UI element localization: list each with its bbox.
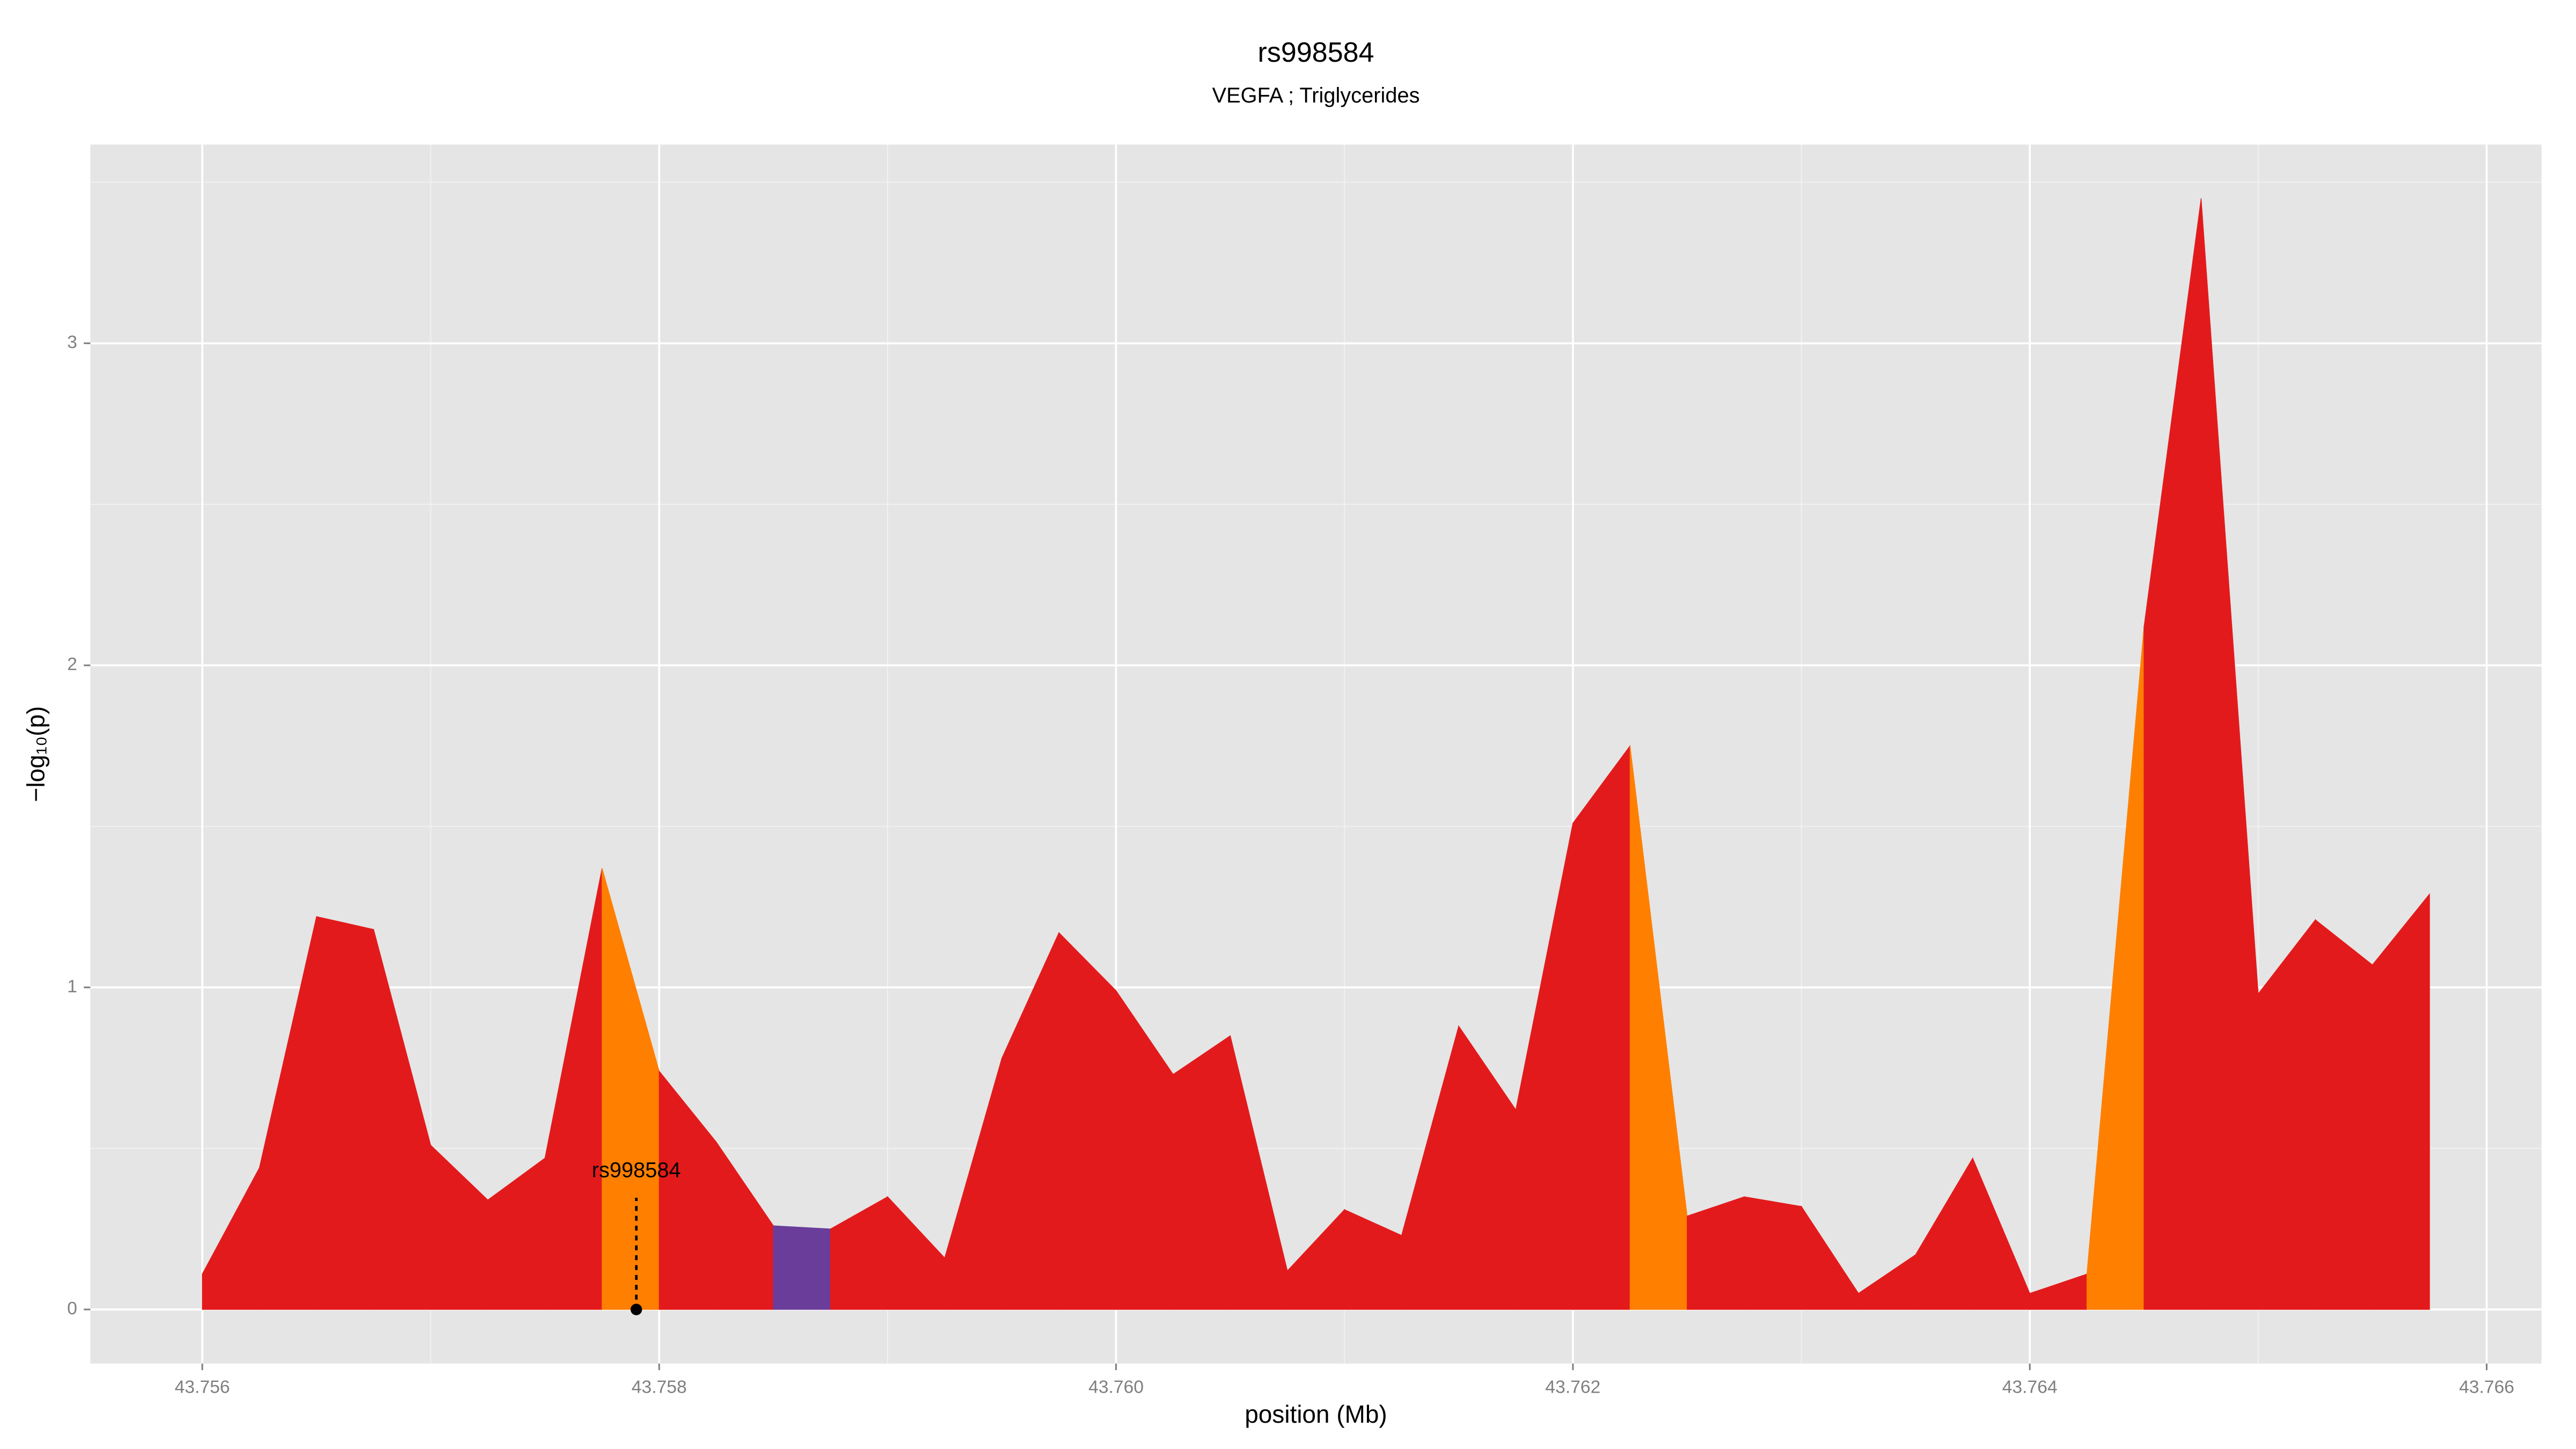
area-segment	[316, 916, 374, 1310]
x-tick-label: 43.758	[632, 1378, 687, 1397]
area-segment	[1173, 1035, 1231, 1310]
chart-title: rs998584	[1258, 37, 1374, 68]
annotation-point	[630, 1304, 642, 1315]
area-segment	[2315, 919, 2373, 1310]
annotation-label: rs998584	[592, 1158, 681, 1182]
axes: 43.756 43.758 43.760 43.762 43.764 43.766 0 1 2 3	[67, 333, 2514, 1397]
x-tick-label: 43.756	[174, 1378, 230, 1397]
area-segment	[1744, 1196, 1802, 1310]
y-tick-label: 2	[67, 655, 77, 675]
x-tick-label: 43.764	[2002, 1378, 2058, 1397]
x-tick-label: 43.766	[2459, 1378, 2514, 1397]
chart-subtitle: VEGFA ; Triglycerides	[1212, 84, 1420, 107]
y-tick-label: 1	[67, 977, 77, 997]
y-tick-label: 3	[67, 333, 77, 353]
y-axis-label: −log₁₀(p)	[22, 706, 50, 802]
area-segment	[2372, 893, 2430, 1310]
area-marks: rs998584	[202, 198, 2430, 1315]
x-axis-label: position (Mb)	[1245, 1400, 1387, 1428]
area-segment	[1058, 932, 1117, 1310]
x-tick-label: 43.762	[1545, 1378, 1600, 1397]
area-segment	[1572, 744, 1630, 1310]
y-tick-label: 0	[67, 1299, 77, 1319]
x-tick-label: 43.760	[1088, 1378, 1144, 1397]
area-segment	[1687, 1196, 1745, 1310]
area-segment	[773, 1225, 831, 1310]
